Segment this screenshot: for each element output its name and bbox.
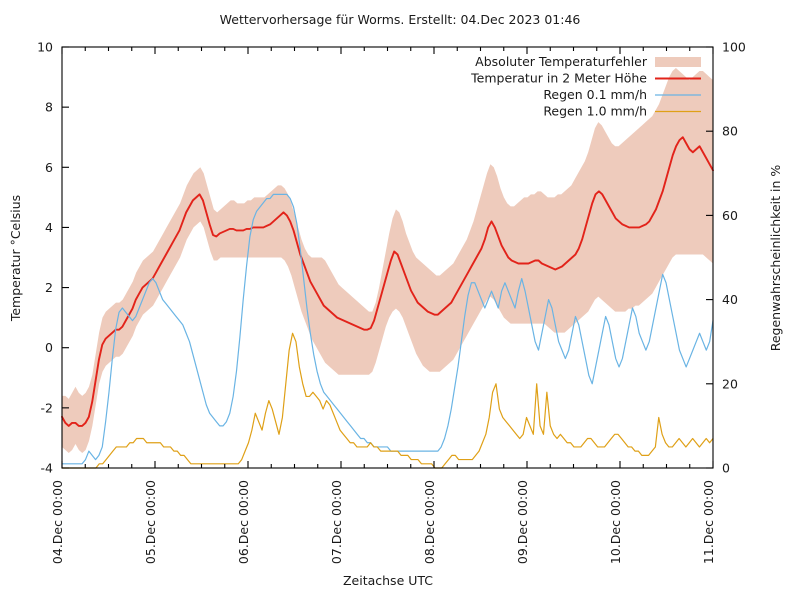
x-axis-tick-label: 10.Dec 00:00 — [608, 480, 623, 564]
y-axis-right-tick-label: 40 — [722, 292, 738, 307]
y-axis-left-tick-label: 0 — [45, 340, 53, 355]
x-axis-tick-label: 05.Dec 00:00 — [143, 480, 158, 564]
series-line-regen-0-1-mm-h — [61, 193, 714, 465]
x-axis-tick-label: 04.Dec 00:00 — [50, 480, 65, 564]
series-band-absoluter-temperaturfehler — [62, 68, 713, 453]
y-axis-left-tick-label: 4 — [45, 220, 53, 235]
legend-swatch-band — [655, 57, 701, 67]
y-axis-right-tick-label: 0 — [722, 461, 730, 476]
legend-label: Regen 1.0 mm/h — [543, 104, 647, 119]
y-axis-left-tick-label: -2 — [41, 400, 53, 415]
chart-title: Wettervorhersage für Worms. Erstellt: 04… — [220, 12, 581, 27]
chart-legend: Absoluter Temperaturfehler Temperatur in … — [470, 54, 701, 119]
x-axis-tick-label: 07.Dec 00:00 — [329, 480, 344, 564]
series-line-temperatur-in-2-meter-h-he — [61, 136, 714, 427]
x-axis-tick-label: 11.Dec 00:00 — [701, 480, 716, 564]
y-axis-right-title: Regenwahrscheinlichkeit in % — [768, 165, 783, 352]
x-axis-tick-label: 08.Dec 00:00 — [422, 480, 437, 564]
legend-label: Absoluter Temperaturfehler — [475, 54, 648, 69]
y-axis-left-tick-label: 2 — [45, 280, 53, 295]
x-axis-title: Zeitachse UTC — [343, 573, 433, 588]
y-axis-left-tick-label: -4 — [41, 461, 54, 476]
y-axis-right-tick-label: 20 — [722, 376, 738, 391]
y-axis-left-tick-label: 10 — [37, 40, 53, 55]
temperature-error-band — [62, 68, 713, 453]
x-axis-tick-label: 06.Dec 00:00 — [236, 480, 251, 564]
y-axis-right-tick-label: 60 — [722, 208, 738, 223]
legend-label: Regen 0.1 mm/h — [543, 87, 647, 102]
series-line-regen-1-0-mm-h — [61, 332, 714, 469]
y-axis-left-tick-label: 8 — [45, 100, 53, 115]
y-axis-right-tick-label: 80 — [722, 124, 738, 139]
y-axis-right-tick-label: 100 — [722, 40, 746, 55]
series-lines — [61, 136, 714, 469]
x-axis-tick-label: 09.Dec 00:00 — [515, 480, 530, 564]
y-axis-left-tick-label: 6 — [45, 160, 53, 175]
y-axis-left-title: Temperatur °Celsius — [8, 195, 23, 322]
legend-label: Temperatur in 2 Meter Höhe — [470, 71, 647, 86]
